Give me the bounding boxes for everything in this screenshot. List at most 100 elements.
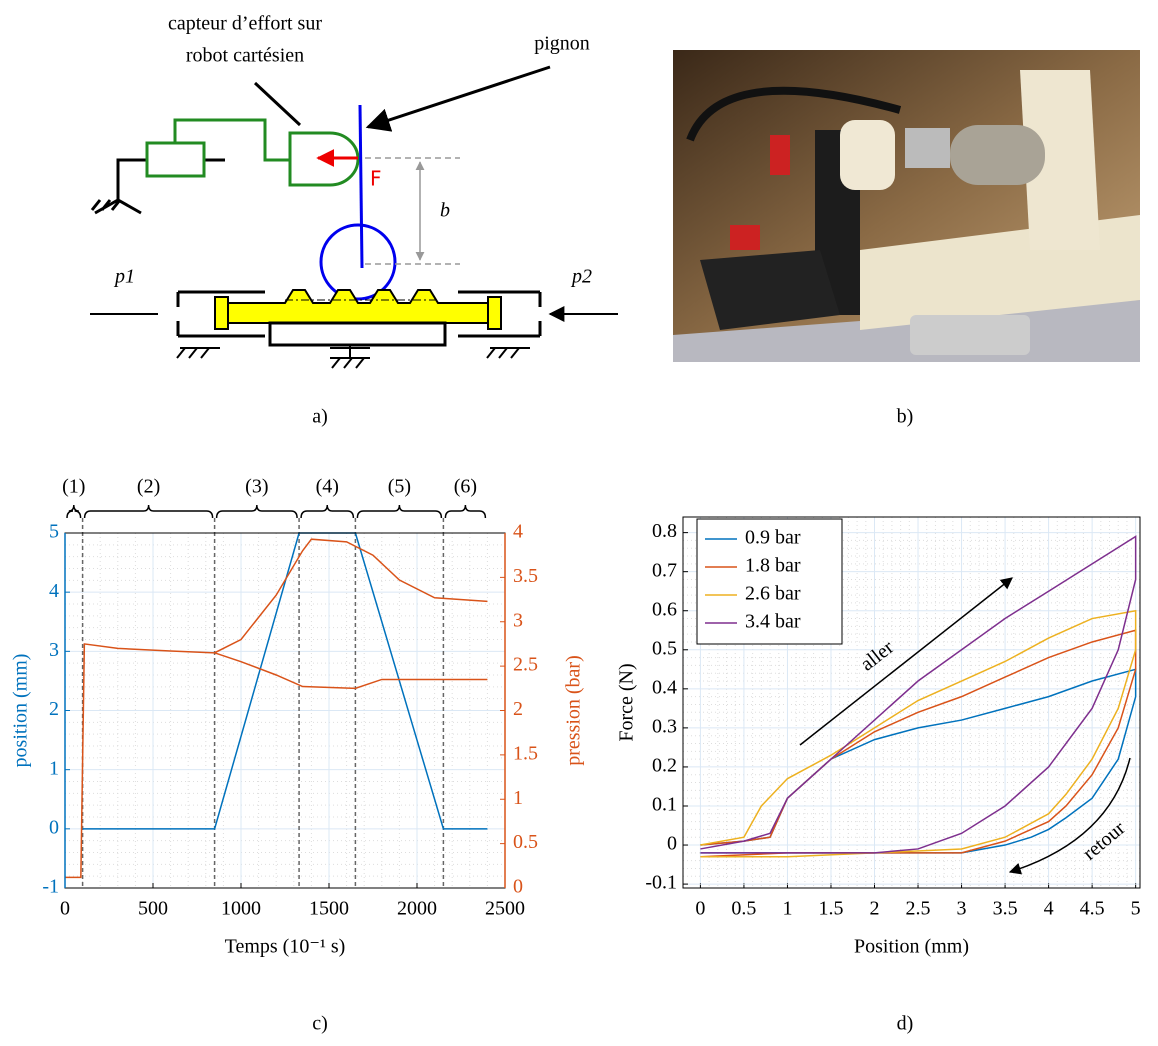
y-tick-label: 0: [49, 816, 59, 838]
photo: [673, 50, 1140, 362]
stage: [700, 250, 840, 330]
y2-tick-label: 3: [513, 609, 523, 631]
phase-label: (5): [388, 476, 411, 498]
phase-brace: [83, 504, 214, 519]
y-axis-label: position (mm): [10, 654, 32, 768]
x-tick-label: 4: [1044, 898, 1054, 920]
phase-brace: [444, 504, 487, 519]
y2-tick-label: 2: [513, 698, 523, 720]
annotation: retour: [1079, 817, 1130, 865]
data-line: [65, 538, 488, 879]
dim-lines: [365, 157, 460, 265]
y-tick-label: -0.1: [645, 872, 677, 894]
guide: [268, 321, 447, 347]
legend-label: 0.9 bar: [745, 527, 801, 549]
spring-box: [145, 141, 206, 178]
x-tick-label: 3.5: [993, 898, 1018, 920]
x-tick-label: 1.5: [818, 898, 843, 920]
x-tick-label: 0: [695, 898, 705, 920]
caption: a): [312, 406, 328, 428]
y-tick-label: 0.5: [652, 637, 677, 659]
caption: d): [897, 1013, 914, 1035]
connector: [905, 128, 950, 168]
data-line: [700, 609, 1137, 858]
x-tick-label: 3: [957, 898, 967, 920]
legend-label: 1.8 bar: [745, 555, 801, 577]
cable: [686, 86, 902, 142]
y-tick-label: -1: [42, 876, 59, 898]
y-tick-label: 0.1: [652, 794, 677, 816]
y-tick-label: 0.6: [652, 598, 677, 620]
x-tick-label: 2500: [485, 898, 525, 920]
y-tick-label: 0.7: [652, 559, 677, 581]
phase-brace: [215, 504, 298, 519]
force-sensor: [288, 131, 360, 187]
x-tick-label: 4.5: [1080, 898, 1105, 920]
phase-label: (3): [245, 476, 268, 498]
label: pignon: [534, 33, 590, 55]
legend-label: 3.4 bar: [745, 611, 801, 633]
linkage: [173, 118, 290, 162]
piston-right: [487, 296, 502, 330]
annotation-arrow: [799, 577, 1013, 746]
phase-brace: [66, 504, 82, 519]
data-line: [214, 652, 488, 690]
label: b: [440, 200, 450, 222]
fitting: [770, 135, 790, 175]
phase-label: (2): [137, 476, 160, 498]
phase-brace: [300, 504, 355, 519]
data-line: [82, 532, 488, 830]
y-axis-label: Force (N): [616, 663, 638, 741]
data-line: [700, 535, 1137, 854]
rack: [227, 289, 499, 324]
sensor: [950, 125, 1045, 185]
x-tick-label: 1000: [221, 898, 261, 920]
caption: c): [312, 1013, 328, 1035]
phase-label: (4): [316, 476, 339, 498]
x-tick-label: 2: [870, 898, 880, 920]
y-tick-label: 0.2: [652, 755, 677, 777]
mount: [840, 120, 895, 190]
y2-tick-label: 1: [513, 787, 523, 809]
phase-label: (1): [62, 476, 85, 498]
y-tick-label: 1: [49, 757, 59, 779]
label: p2: [570, 266, 592, 288]
x-axis-label: Temps (10⁻¹ s): [225, 936, 346, 958]
y2-tick-label: 2.5: [513, 654, 538, 676]
y2-tick-label: 3.5: [513, 565, 538, 587]
x-tick-label: 500: [138, 898, 168, 920]
x-tick-label: 0.5: [731, 898, 756, 920]
y2-tick-label: 0: [513, 876, 523, 898]
piston-left: [214, 296, 229, 330]
pinion: [319, 223, 397, 301]
x-tick-label: 1500: [309, 898, 349, 920]
plot-frame: [682, 516, 1141, 889]
y-tick-label: 3: [49, 639, 59, 661]
label-arrows: [253, 65, 551, 127]
ground: [90, 198, 142, 215]
pinion-shaft: [358, 104, 364, 269]
y-tick-label: 0.8: [652, 520, 677, 542]
holder: [1020, 70, 1100, 250]
x-tick-label: 0: [60, 898, 70, 920]
y-tick-label: 2: [49, 698, 59, 720]
y-tick-label: 0.4: [652, 676, 677, 698]
y-tick-label: 0.3: [652, 715, 677, 737]
grounds: [176, 345, 530, 369]
x-tick-label: 5: [1131, 898, 1141, 920]
y2-tick-label: 4: [513, 521, 523, 543]
label: p1: [113, 266, 135, 288]
x-tick-label: 2.5: [906, 898, 931, 920]
x-tick-label: 2000: [397, 898, 437, 920]
x-tick-label: 1: [782, 898, 792, 920]
y2-tick-label: 0.5: [513, 831, 538, 853]
label: robot cartésien: [186, 45, 304, 67]
legend-label: 2.6 bar: [745, 583, 801, 605]
label: F: [370, 167, 382, 191]
phase-brace: [356, 504, 443, 519]
annotation-arrow: [1008, 757, 1131, 875]
y-tick-label: 4: [49, 580, 59, 602]
y-tick-label: 5: [49, 521, 59, 543]
fitting: [730, 225, 760, 250]
